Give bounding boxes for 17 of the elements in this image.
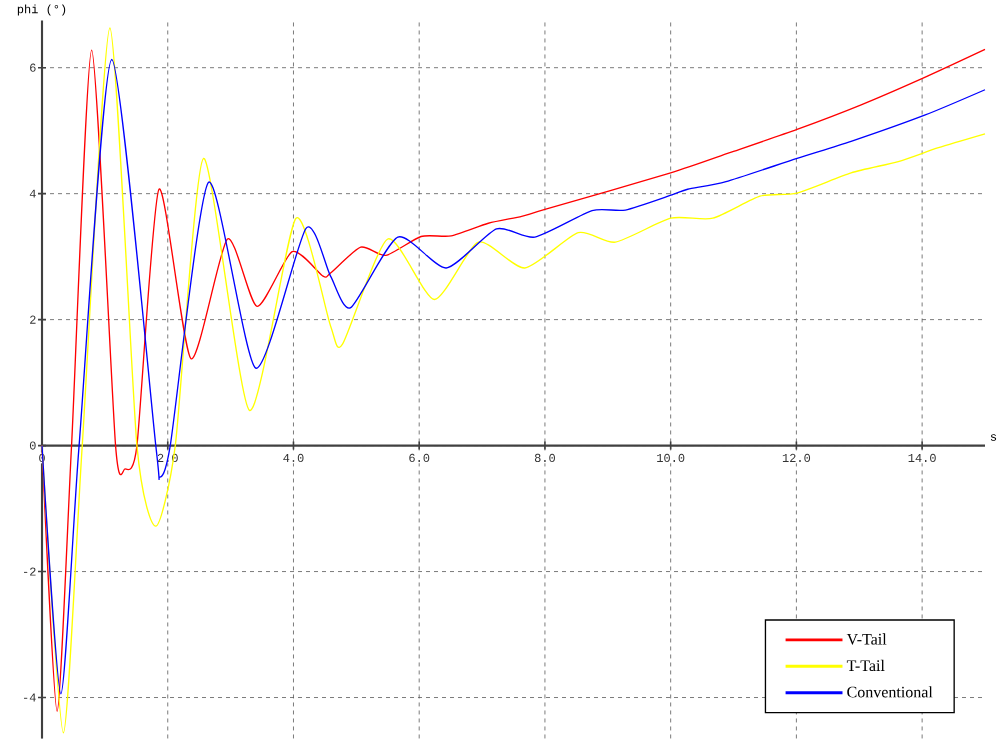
- legend-label: T-Tail: [846, 659, 885, 671]
- x-tick-label: 8.0: [534, 453, 555, 462]
- y-tick-label: -2: [23, 567, 36, 576]
- legend-label: Conventional: [847, 686, 933, 698]
- y-axis-title: phi (°): [17, 4, 66, 16]
- x-axis-title: s: [990, 434, 997, 441]
- y-tick-label: 4: [29, 189, 36, 198]
- y-tick-label: 2: [30, 315, 36, 324]
- y-tick-label: -4: [23, 693, 36, 702]
- x-tick-label: 10.0: [657, 453, 685, 462]
- x-tick-label: 12.0: [782, 453, 811, 462]
- legend-label: V-Tail: [846, 633, 887, 645]
- x-tick-label: 4.0: [283, 453, 304, 462]
- x-tick-label: 6.0: [409, 453, 430, 462]
- y-tick-label: 0: [29, 441, 36, 450]
- y-tick-label: 6: [30, 63, 36, 72]
- x-tick-label: 14.0: [908, 453, 936, 462]
